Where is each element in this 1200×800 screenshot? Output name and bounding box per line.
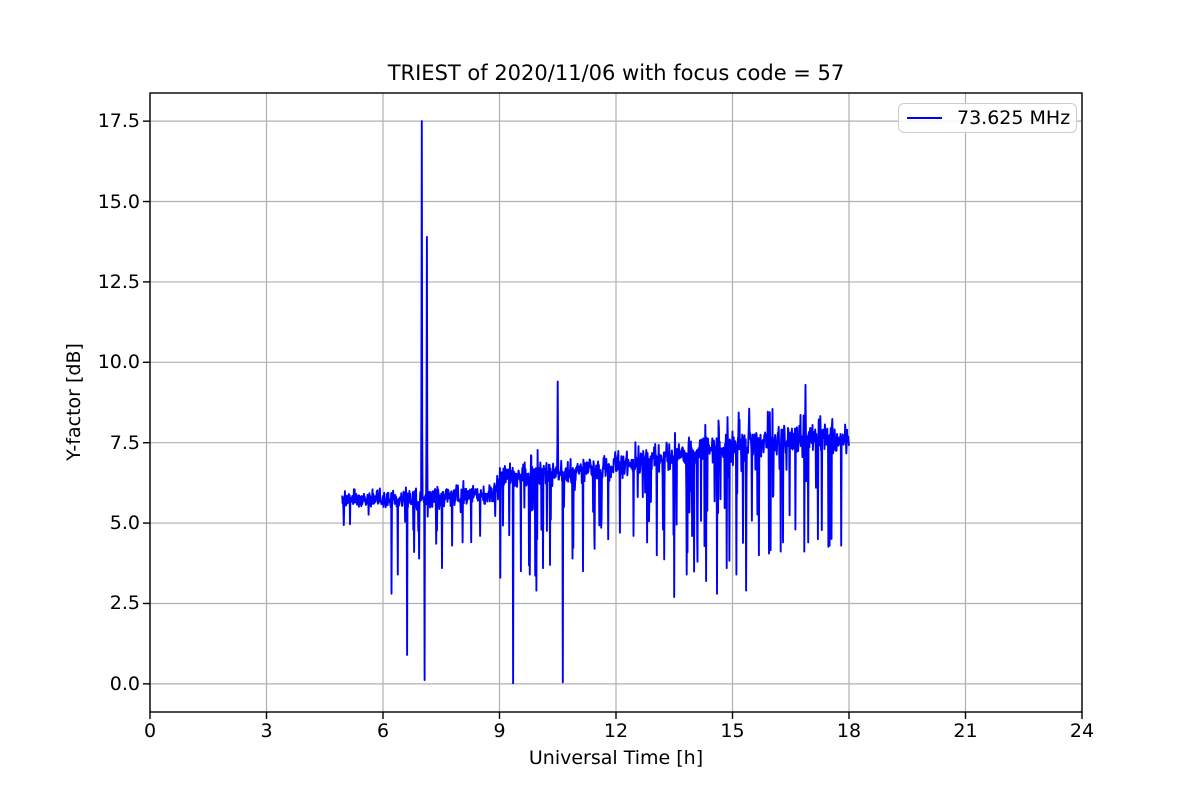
y-tick-label: 5.0 (109, 512, 140, 535)
legend-line-sample-icon (907, 116, 942, 120)
x-tick-label: 18 (836, 720, 862, 742)
y-tick-label: 17.5 (97, 110, 140, 133)
legend: 73.625 MHz (898, 103, 1077, 133)
x-tick-label: 9 (493, 720, 506, 742)
legend-label: 73.625 MHz (957, 107, 1071, 129)
axes-frame (149, 92, 1083, 713)
x-tick-label: 0 (143, 720, 157, 742)
y-axis-label: Y-factor [dB] (63, 343, 85, 461)
y-tick-label: 15.0 (97, 190, 140, 213)
y-tick-label: 2.5 (109, 592, 140, 615)
y-tick-label: 0.0 (109, 672, 140, 695)
x-tick-label: 15 (720, 720, 745, 742)
y-tick-label: 12.5 (97, 270, 140, 293)
x-tick-label: 12 (603, 720, 629, 742)
x-tick-label: 24 (1069, 720, 1095, 742)
y-tick-label: 7.5 (109, 431, 140, 454)
x-tick-label: 6 (376, 720, 390, 742)
x-axis-label: Universal Time [h] (528, 747, 704, 769)
y-tick-label: 10.0 (97, 351, 140, 374)
x-tick-label: 21 (953, 720, 978, 742)
chart-title: TRIEST of 2020/11/06 with focus code = 5… (387, 61, 845, 85)
x-tick-label: 3 (260, 720, 273, 742)
data-line (341, 120, 850, 685)
